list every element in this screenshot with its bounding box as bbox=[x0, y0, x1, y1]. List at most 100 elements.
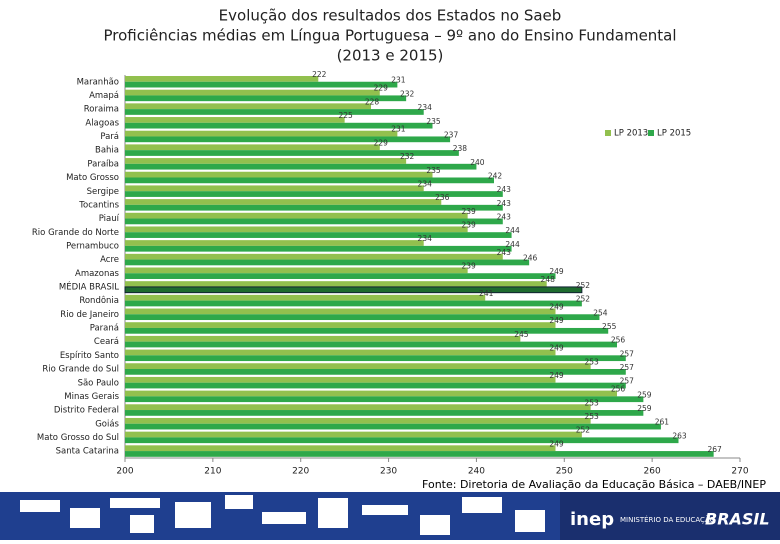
x-tick-label: 210 bbox=[204, 467, 221, 477]
bar bbox=[125, 322, 556, 328]
value-label: 243 bbox=[497, 185, 512, 194]
y-tick-label: Rio Grande do Sul bbox=[42, 365, 119, 375]
bar bbox=[125, 76, 319, 82]
value-label: 239 bbox=[461, 262, 476, 271]
bar bbox=[125, 267, 468, 274]
bar bbox=[125, 150, 459, 156]
bar bbox=[125, 382, 626, 389]
y-tick-label: Alagoas bbox=[85, 118, 119, 128]
value-label: 235 bbox=[426, 166, 441, 175]
value-label: 259 bbox=[637, 404, 652, 413]
y-tick-label: Bahia bbox=[95, 146, 119, 156]
bar bbox=[125, 158, 407, 164]
y-tick-label: Mato Grosso do Sul bbox=[37, 433, 119, 443]
x-tick-label: 260 bbox=[644, 467, 661, 477]
bar bbox=[125, 437, 679, 444]
bar bbox=[125, 390, 617, 397]
footer-banner: inep MINISTÉRIO DA EDUCAÇÃO BRASIL bbox=[0, 492, 780, 540]
y-tick-label: Paraná bbox=[90, 324, 119, 334]
bar bbox=[125, 314, 600, 321]
bar bbox=[125, 136, 451, 143]
value-label: 243 bbox=[497, 248, 512, 257]
value-label: 253 bbox=[584, 412, 599, 421]
bar bbox=[125, 431, 582, 438]
x-tick-label: 250 bbox=[556, 467, 573, 477]
bar bbox=[125, 103, 371, 110]
logo-inep: inep bbox=[570, 509, 614, 530]
value-label: 236 bbox=[435, 193, 450, 202]
bar bbox=[125, 423, 661, 430]
value-label: 249 bbox=[549, 303, 564, 312]
bar bbox=[125, 327, 609, 334]
y-tick-label: Goiás bbox=[95, 419, 119, 429]
value-label: 229 bbox=[374, 84, 389, 93]
x-tick-label: 220 bbox=[292, 467, 309, 477]
value-label: 239 bbox=[461, 207, 476, 216]
value-label: 234 bbox=[418, 179, 433, 188]
bar bbox=[125, 349, 556, 356]
value-label: 249 bbox=[549, 267, 564, 276]
value-label: 225 bbox=[338, 111, 353, 120]
value-label: 239 bbox=[461, 220, 476, 229]
bar bbox=[125, 273, 556, 279]
y-tick-label: Ceará bbox=[94, 337, 119, 347]
x-tick-label: 200 bbox=[116, 467, 133, 477]
x-tick-label: 270 bbox=[731, 467, 748, 477]
bar bbox=[125, 451, 714, 457]
value-label: 229 bbox=[374, 138, 389, 147]
bar bbox=[124, 286, 583, 294]
value-label: 234 bbox=[418, 103, 433, 112]
value-label: 222 bbox=[312, 70, 327, 79]
bar bbox=[125, 144, 380, 151]
value-label: 255 bbox=[602, 322, 617, 331]
bar bbox=[125, 122, 433, 129]
bar bbox=[125, 368, 626, 375]
bar bbox=[125, 130, 398, 137]
value-label: 242 bbox=[488, 171, 503, 180]
value-label: 228 bbox=[365, 97, 380, 106]
y-tick-label: Pará bbox=[100, 132, 119, 142]
value-label: 249 bbox=[549, 344, 564, 353]
bar bbox=[125, 117, 345, 123]
y-tick-label: MÉDIA BRASIL bbox=[59, 281, 119, 293]
bar bbox=[125, 445, 556, 452]
bar bbox=[125, 253, 503, 260]
x-tick-label: 240 bbox=[468, 467, 485, 477]
bar bbox=[125, 163, 477, 170]
bar bbox=[125, 245, 512, 252]
value-label: 235 bbox=[426, 117, 441, 126]
y-tick-label: São Paulo bbox=[78, 378, 119, 388]
bar bbox=[125, 177, 494, 184]
bar bbox=[125, 417, 591, 424]
bar bbox=[125, 95, 407, 102]
value-label: 254 bbox=[593, 308, 608, 317]
y-tick-label: Rondônia bbox=[79, 295, 119, 306]
y-tick-label: Maranhão bbox=[77, 77, 119, 87]
value-label: 249 bbox=[549, 439, 564, 448]
value-label: 232 bbox=[400, 152, 415, 161]
y-tick-label: Santa Catarina bbox=[56, 447, 119, 457]
value-label: 238 bbox=[453, 144, 468, 153]
y-tick-label: Sergipe bbox=[87, 187, 119, 197]
value-label: 252 bbox=[576, 426, 591, 435]
value-label: 257 bbox=[620, 377, 635, 386]
legend-swatch bbox=[605, 130, 611, 136]
value-label: 232 bbox=[400, 89, 415, 98]
value-label: 256 bbox=[611, 385, 626, 394]
value-label: 252 bbox=[576, 295, 591, 304]
bar bbox=[125, 404, 591, 411]
bar bbox=[125, 396, 644, 403]
value-label: 248 bbox=[541, 275, 556, 284]
bar bbox=[125, 109, 424, 115]
y-tick-label: Pernambuco bbox=[66, 241, 119, 251]
bar bbox=[125, 300, 582, 307]
y-tick-label: Amazonas bbox=[75, 269, 120, 279]
y-tick-label: Piauí bbox=[99, 214, 120, 224]
bar bbox=[125, 281, 547, 287]
bar bbox=[125, 218, 503, 225]
y-tick-label: Espírito Santo bbox=[60, 351, 119, 361]
bar bbox=[125, 259, 530, 266]
value-label: 234 bbox=[418, 234, 433, 243]
y-tick-label: Minas Gerais bbox=[64, 392, 119, 402]
